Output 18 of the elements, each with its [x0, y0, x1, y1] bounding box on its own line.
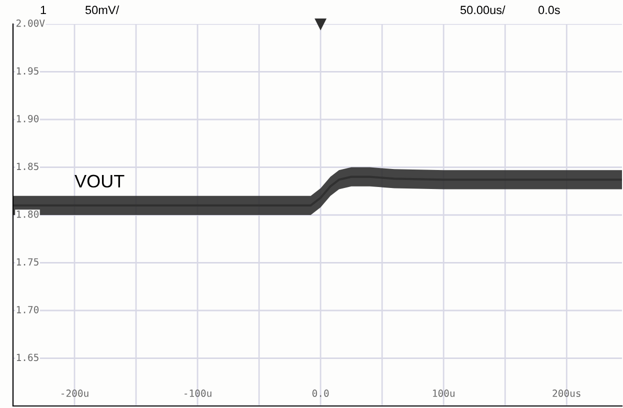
text: 50.00us/ [460, 6, 506, 14]
x-tick-label: 100u [433, 390, 454, 397]
text: 1 [40, 6, 46, 14]
y-tick-label: 1.80 [16, 210, 39, 218]
text: 0.0s [538, 6, 560, 14]
y-tick-label: 1.70 [16, 306, 39, 314]
y-tick-label: 1.75 [16, 258, 38, 266]
series-label: VOUT [74, 174, 124, 188]
y-tick-label: 1.65 [16, 354, 38, 362]
y-tick-label: 1.95 [16, 67, 38, 75]
y-tick-label: 1.85 [16, 162, 38, 170]
x-tick-label: -200u [62, 390, 88, 397]
text: 50mV/ [85, 6, 120, 14]
y-tick-label: 1.90 [16, 114, 39, 122]
x-tick-label: 200us [552, 390, 580, 397]
x-tick-label: -100u [184, 390, 212, 397]
x-tick-label: 0.0 [312, 390, 329, 397]
y-tick-label: 2.00V [16, 19, 45, 27]
